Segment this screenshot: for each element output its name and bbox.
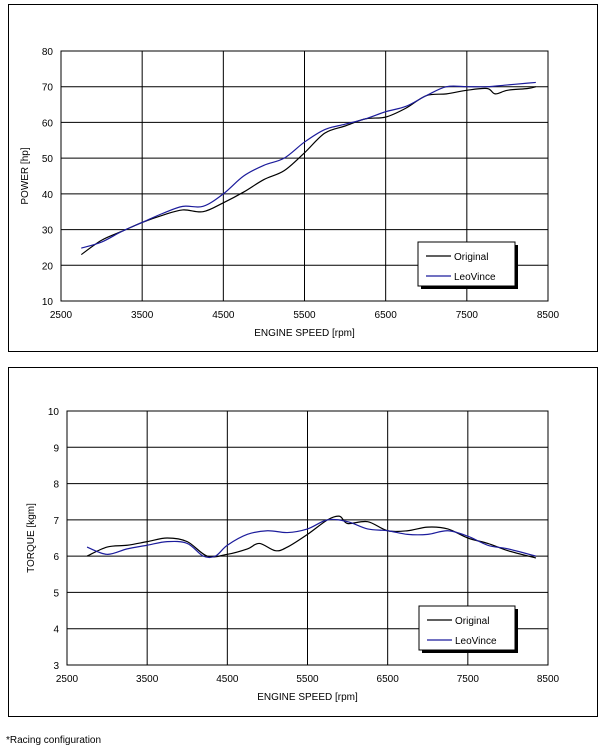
torque-y-tick-label: 7 (53, 516, 59, 527)
torque-x-tick-label: 2500 (56, 674, 79, 685)
power-x-axis-label: ENGINE SPEED [rpm] (254, 328, 355, 339)
torque-y-tick-label: 4 (53, 625, 59, 636)
power-y-tick-label: 40 (42, 190, 54, 201)
torque-legend-label-leovince: LeoVince (455, 636, 497, 647)
torque-legend (418, 605, 516, 651)
torque-y-tick-label: 6 (53, 552, 59, 563)
power-x-tick-label: 3500 (131, 310, 154, 321)
power-x-tick-label: 2500 (50, 310, 73, 321)
power-y-tick-label: 50 (42, 154, 54, 165)
torque-plot-area (66, 410, 549, 666)
torque-y-tick-label: 9 (53, 443, 59, 454)
power-legend-label-original: Original (454, 252, 488, 263)
torque-x-tick-label: 5500 (296, 674, 319, 685)
torque-x-tick-label: 3500 (136, 674, 159, 685)
footnote: *Racing configuration (6, 735, 102, 746)
torque-x-tick-label: 6500 (377, 674, 400, 685)
power-plot-area (60, 50, 549, 302)
power-series-leovince-line (81, 81, 536, 249)
torque-y-tick-label: 10 (48, 407, 60, 418)
torque-x-tick-label: 8500 (537, 674, 560, 685)
torque-y-tick-label: 8 (53, 480, 59, 491)
power-series-original-line (80, 86, 536, 256)
power-y-tick-label: 10 (42, 297, 54, 308)
power-y-tick-label: 60 (42, 118, 54, 129)
power-x-tick-label: 7500 (456, 310, 479, 321)
power-x-tick-label: 6500 (375, 310, 398, 321)
torque-x-tick-label: 4500 (216, 674, 239, 685)
torque-series-leovince-line (86, 518, 537, 559)
power-chart-panel: 2500 3500 4500 5500 6500 7500 8500 10 20 30 40 50 60… (8, 4, 598, 352)
power-legend (417, 241, 516, 287)
torque-y-tick-label: 3 (53, 661, 59, 672)
torque-y-tick-label: 5 (53, 588, 59, 599)
power-y-tick-label: 70 (42, 83, 54, 94)
torque-x-tick-label: 7500 (457, 674, 480, 685)
power-y-axis-label: POWER [hp] (20, 147, 31, 204)
torque-x-axis-label: ENGINE SPEED [rpm] (257, 692, 358, 703)
torque-chart: 2500 3500 4500 5500 6500 7500 8500 3 4 5 6 7 8 9 10 ENG… (26, 407, 560, 703)
power-x-tick-label: 4500 (212, 310, 235, 321)
power-y-tick-label: 80 (42, 47, 54, 58)
power-y-tick-label: 20 (42, 261, 54, 272)
power-chart: 2500 3500 4500 5500 6500 7500 8500 10 20 30 40 50 60… (20, 47, 560, 339)
power-y-tick-label: 30 (42, 226, 54, 237)
torque-chart-panel: 2500 3500 4500 5500 6500 7500 8500 3 4 5 6 7 8 9 10 ENG… (8, 367, 598, 717)
torque-legend-label-original: Original (455, 616, 489, 627)
torque-y-axis-label: TORQUE [kgm] (26, 503, 37, 573)
power-legend-label-leovince: LeoVince (454, 272, 496, 283)
torque-series-original-line (86, 515, 537, 559)
power-x-tick-label: 5500 (293, 310, 316, 321)
power-x-tick-label: 8500 (537, 310, 560, 321)
